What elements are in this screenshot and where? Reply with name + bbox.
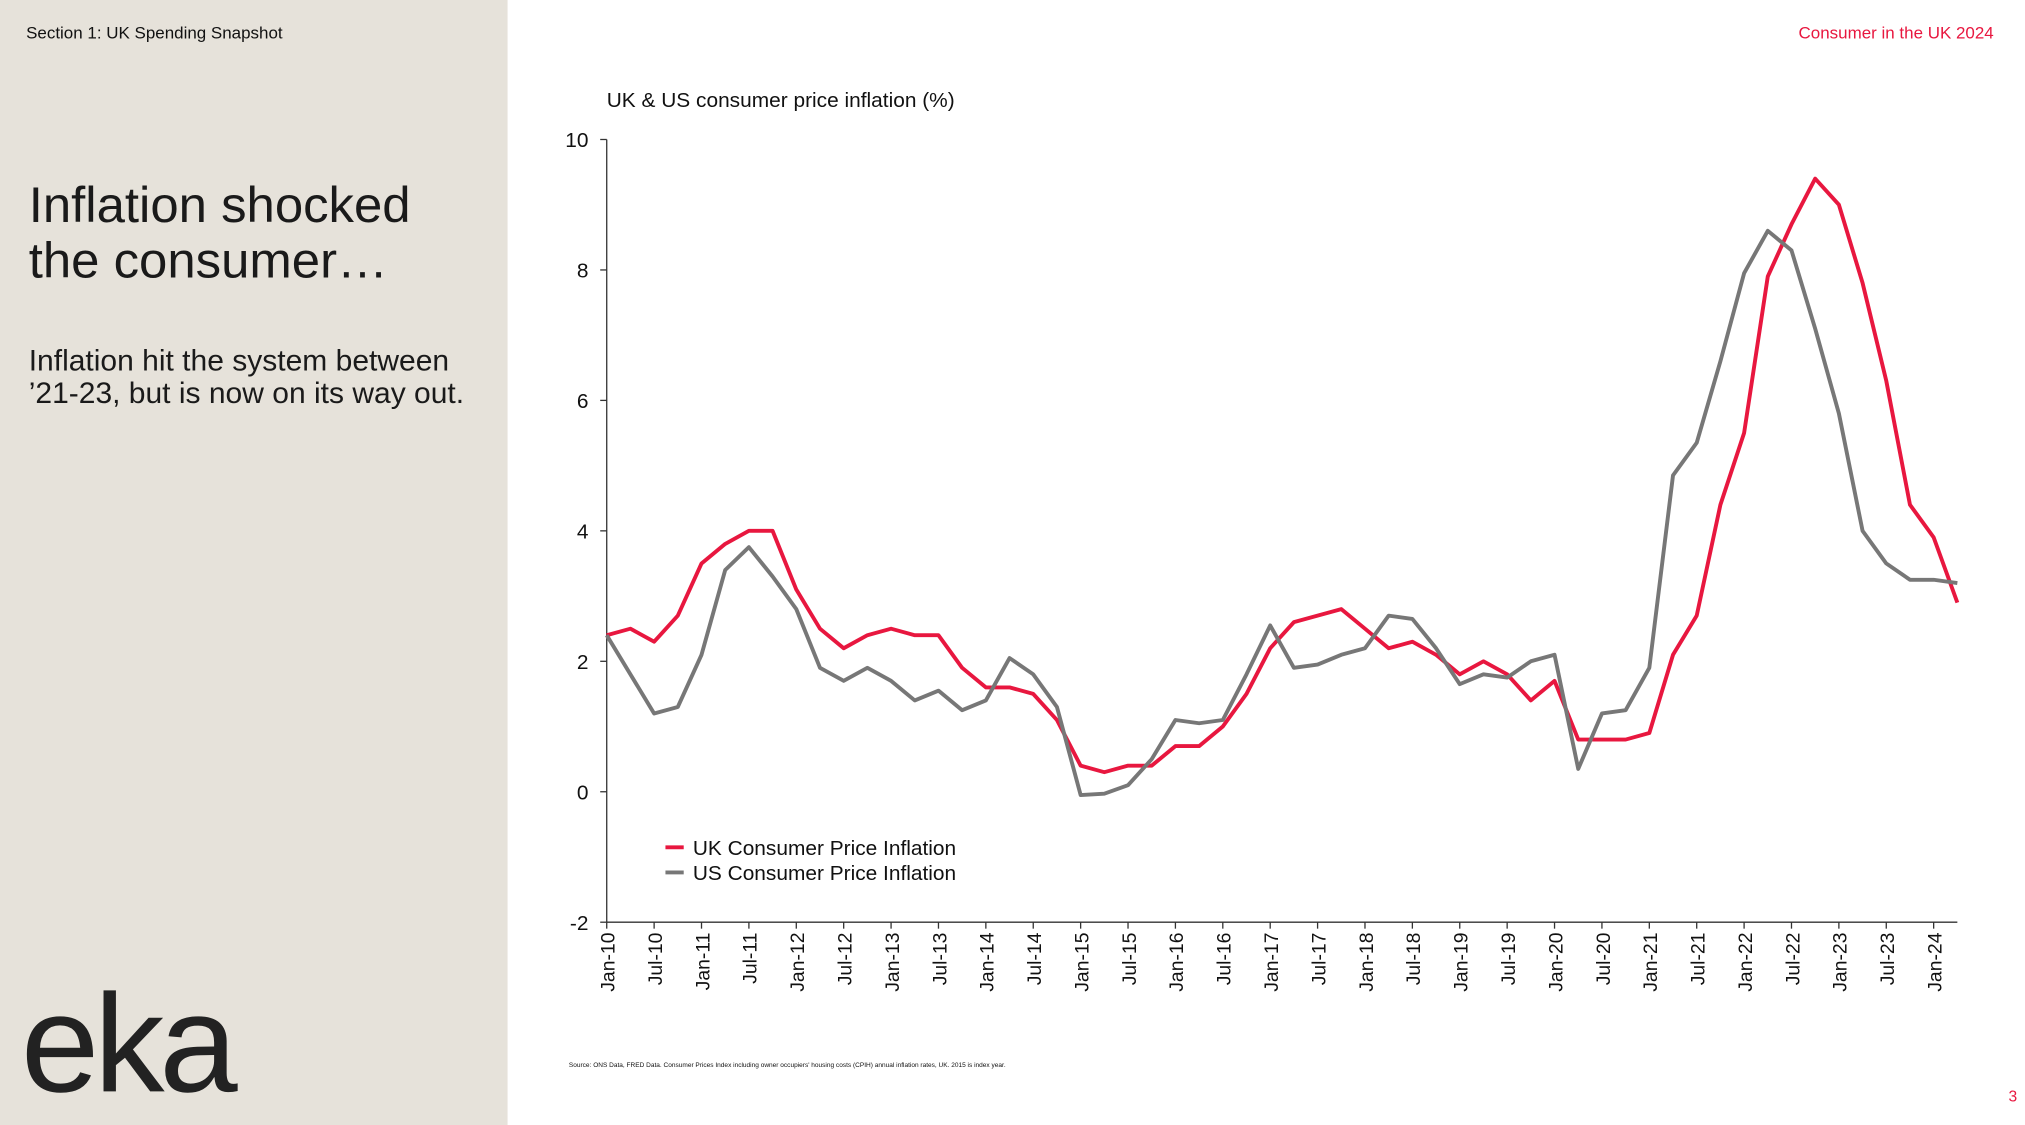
x-tick-label: Jul-19 (1498, 933, 1520, 986)
x-tick-label: Jul-10 (645, 932, 667, 985)
section-label: Section 1: UK Spending Snapshot (26, 23, 283, 43)
x-tick-label: Jul-13 (929, 933, 951, 986)
x-tick-label: Jul-14 (1024, 932, 1046, 985)
x-tick-label: Jan-17 (1261, 933, 1283, 992)
x-tick-label: Jan-22 (1735, 933, 1757, 992)
x-tick-label: Jan-12 (787, 933, 809, 992)
series-line (606, 176, 1960, 775)
x-tick-label: Jan-16 (1166, 933, 1188, 992)
x-tick-label: Jan-24 (1924, 932, 1946, 991)
y-tick-label: 6 (577, 390, 589, 413)
x-tick-label: Jul-12 (834, 933, 856, 986)
logo: eka (20, 964, 238, 1122)
legend-label: US Consumer Price Inflation (693, 862, 956, 885)
x-tick-label: Jan-21 (1640, 933, 1662, 992)
x-tick-label: Jan-13 (882, 933, 904, 992)
x-tick-label: Jul-16 (1214, 933, 1236, 986)
y-tick-label: 2 (577, 651, 589, 674)
x-tick-label: Jan-20 (1545, 932, 1567, 991)
x-tick-label: Jul-15 (1119, 932, 1141, 985)
x-tick-label: Jan-10 (597, 932, 619, 991)
x-tick-label: Jul-20 (1593, 932, 1615, 985)
y-tick-label: 8 (577, 260, 589, 283)
x-tick-label: Jul-21 (1687, 933, 1709, 986)
x-tick-label: Jan-15 (1071, 932, 1093, 991)
page-number: 3 (2008, 1087, 2018, 1106)
source-note: Source: ONS Data, FRED Data. Consumer Pr… (568, 1061, 1006, 1070)
x-tick-label: Jul-22 (1782, 933, 1804, 986)
report-label: Consumer in the UK 2024 (1798, 23, 1994, 43)
legend-label: UK Consumer Price Inflation (693, 837, 956, 860)
y-tick-label: 10 (565, 129, 588, 152)
x-tick-label: Jan-14 (977, 932, 999, 991)
heading: Inflation shocked the consumer… (28, 178, 411, 290)
series-line (605, 228, 1958, 797)
x-tick-label: Jul-11 (740, 933, 762, 984)
x-tick-label: Jan-18 (1356, 933, 1378, 992)
sidebar (0, 0, 508, 1125)
x-tick-label: Jan-19 (1451, 933, 1473, 992)
y-tick-label: 0 (577, 782, 589, 805)
x-tick-label: Jul-17 (1308, 933, 1330, 986)
chart-title: UK & US consumer price inflation (%) (607, 89, 955, 112)
x-tick-label: Jul-23 (1877, 933, 1899, 986)
body-text: Inflation hit the system between ’21-23,… (28, 343, 465, 410)
x-tick-label: Jan-11 (692, 933, 714, 991)
x-tick-label: Jan-23 (1830, 933, 1852, 992)
x-tick-label: Jul-18 (1403, 933, 1425, 986)
y-tick-label: 4 (577, 521, 589, 544)
y-tick-label: -2 (570, 912, 589, 935)
